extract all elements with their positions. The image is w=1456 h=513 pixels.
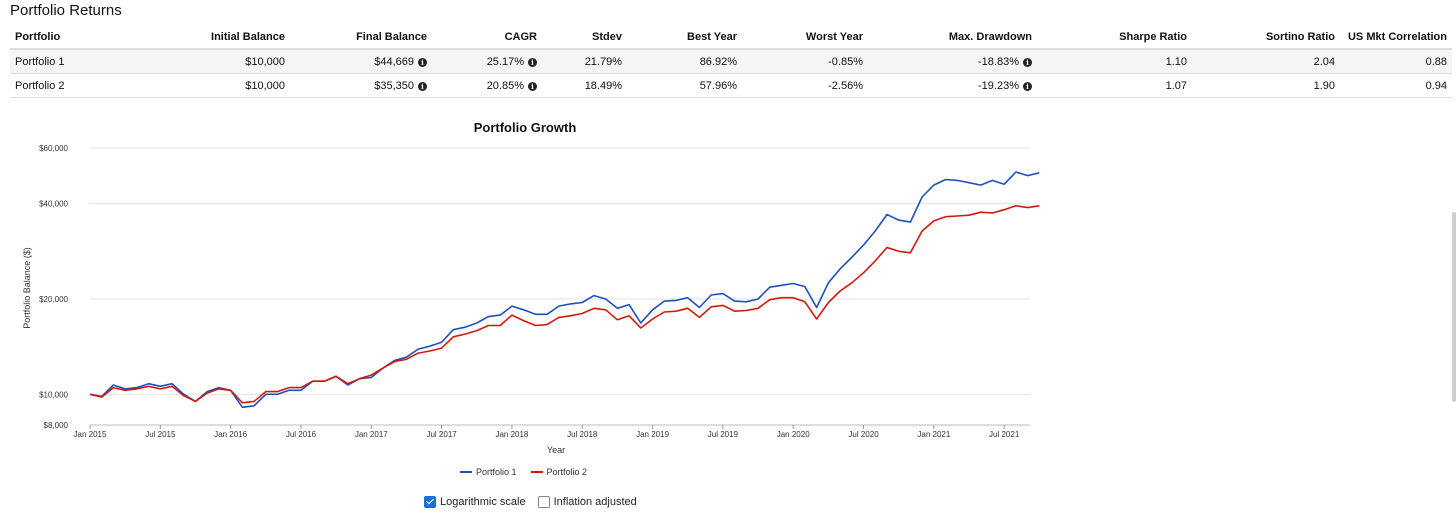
- y-tick-label: $20,000: [39, 295, 68, 304]
- cell-worst: -2.56%: [742, 73, 868, 98]
- page-scrollbar[interactable]: [1452, 212, 1456, 402]
- x-tick-label: Jan 2016: [214, 430, 247, 439]
- log-scale-toggle[interactable]: Logarithmic scale: [424, 496, 526, 508]
- x-tick-label: Jul 2021: [989, 430, 1020, 439]
- info-circle-icon[interactable]: i: [418, 81, 427, 91]
- x-axis-title: Year: [547, 445, 565, 455]
- cell-stdev: 21.79%: [542, 49, 627, 74]
- y-tick-label: $40,000: [39, 200, 68, 209]
- y-tick-label: $60,000: [39, 144, 68, 153]
- returns-table: Portfolio Initial Balance Final Balance …: [10, 26, 1452, 98]
- cell-final-value: $44,669: [374, 55, 414, 68]
- x-tick-label: Jan 2017: [355, 430, 388, 439]
- inflation-label: Inflation adjusted: [553, 496, 637, 508]
- cell-stdev: 18.49%: [542, 73, 627, 98]
- x-tick-label: Jan 2021: [917, 430, 950, 439]
- cell-portfolio: Portfolio 1: [10, 49, 130, 74]
- cell-initial: $10,000: [130, 49, 290, 74]
- cell-sharpe: 1.07: [1037, 73, 1192, 98]
- x-tick-label: Jan 2018: [495, 430, 528, 439]
- cell-cagr: 25.17% i: [432, 49, 542, 74]
- series-line-portfolio-1[interactable]: [89, 171, 1040, 409]
- info-circle-icon[interactable]: i: [1023, 81, 1032, 91]
- cell-final-value: $35,350: [374, 79, 414, 92]
- legend-label: Portfolio 1: [476, 467, 517, 477]
- x-tick-label: Jul 2017: [426, 430, 457, 439]
- legend-item-portfolio-2[interactable]: Portfolio 2: [530, 467, 588, 477]
- table-row: Portfolio 2 $10,000 $35,350 i 20.85% i 18.…: [10, 73, 1452, 98]
- x-tick-label: Jul 2020: [848, 430, 879, 439]
- info-circle-icon[interactable]: i: [528, 57, 537, 67]
- cell-corr: 0.88: [1340, 49, 1452, 74]
- y-tick-label: $8,000: [44, 421, 69, 430]
- x-tick-label: Jan 2015: [74, 430, 107, 439]
- table-row: Portfolio 1 $10,000 $44,669 i 25.17% i 21.…: [10, 49, 1452, 74]
- col-initial-balance[interactable]: Initial Balance: [130, 26, 290, 50]
- col-worst-year[interactable]: Worst Year: [742, 26, 868, 50]
- col-us-mkt-corr[interactable]: US Mkt Correlation: [1340, 26, 1452, 50]
- col-max-drawdown[interactable]: Max. Drawdown: [868, 26, 1037, 50]
- info-circle-icon[interactable]: i: [418, 57, 427, 67]
- col-cagr[interactable]: CAGR: [432, 26, 542, 50]
- col-portfolio[interactable]: Portfolio: [10, 26, 130, 50]
- cell-best: 57.96%: [627, 73, 742, 98]
- cell-drawdown: -19.23% i: [868, 73, 1037, 98]
- cell-initial: $10,000: [130, 73, 290, 98]
- cell-cagr: 20.85% i: [432, 73, 542, 98]
- cell-drawdown-value: -19.23%: [978, 79, 1019, 92]
- cell-sortino: 1.90: [1192, 73, 1340, 98]
- cell-sortino: 2.04: [1192, 49, 1340, 74]
- series-line-portfolio-2[interactable]: [89, 205, 1040, 404]
- x-tick-label: Jul 2016: [286, 430, 317, 439]
- portfolio-growth-chart: Portfolio Growth $8,000 $10,000 $20,000 $40…: [22, 120, 1040, 455]
- col-stdev[interactable]: Stdev: [542, 26, 627, 50]
- page-title: Portfolio Returns: [10, 2, 122, 19]
- chart-title: Portfolio Growth: [474, 120, 577, 135]
- log-scale-label: Logarithmic scale: [440, 496, 526, 508]
- x-tick-label: Jan 2020: [777, 430, 810, 439]
- chart-options: Logarithmic scale Inflation adjusted: [424, 496, 637, 508]
- x-tick-label: Jul 2015: [145, 430, 176, 439]
- cell-drawdown: -18.83% i: [868, 49, 1037, 74]
- x-tick-label: Jul 2018: [567, 430, 598, 439]
- inflation-checkbox[interactable]: [537, 496, 550, 508]
- cell-cagr-value: 25.17%: [486, 55, 524, 68]
- y-axis-title: Portfolio Balance ($): [22, 247, 32, 329]
- legend-item-portfolio-1[interactable]: Portfolio 1: [460, 467, 517, 477]
- cell-sharpe: 1.10: [1037, 49, 1192, 74]
- cell-cagr-value: 20.85%: [486, 79, 524, 92]
- cell-drawdown-value: -18.83%: [978, 55, 1019, 68]
- cell-portfolio: Portfolio 2: [10, 73, 130, 98]
- info-circle-icon[interactable]: i: [1023, 57, 1032, 67]
- legend-swatch: [530, 471, 543, 473]
- log-scale-checkbox[interactable]: [424, 496, 436, 508]
- y-tick-label: $10,000: [39, 390, 68, 399]
- cell-corr: 0.94: [1340, 73, 1452, 98]
- col-final-balance[interactable]: Final Balance: [290, 26, 432, 50]
- x-tick-label: Jul 2019: [708, 430, 739, 439]
- table-header-row: Portfolio Initial Balance Final Balance …: [10, 26, 1452, 50]
- legend-swatch: [460, 471, 472, 473]
- cell-best: 86.92%: [627, 49, 742, 74]
- cell-final: $35,350 i: [290, 73, 432, 98]
- inflation-toggle[interactable]: Inflation adjusted: [537, 496, 637, 508]
- x-tick-label: Jan 2019: [636, 430, 669, 439]
- legend-label: Portfolio 2: [546, 467, 588, 477]
- col-sortino[interactable]: Sortino Ratio: [1192, 26, 1340, 50]
- cell-worst: -0.85%: [742, 49, 868, 74]
- col-sharpe[interactable]: Sharpe Ratio: [1037, 26, 1192, 50]
- cell-final: $44,669 i: [290, 49, 432, 74]
- col-best-year[interactable]: Best Year: [627, 26, 742, 50]
- chart-legend: Portfolio 1 Portfolio 2: [460, 467, 587, 477]
- info-circle-icon[interactable]: i: [528, 81, 537, 91]
